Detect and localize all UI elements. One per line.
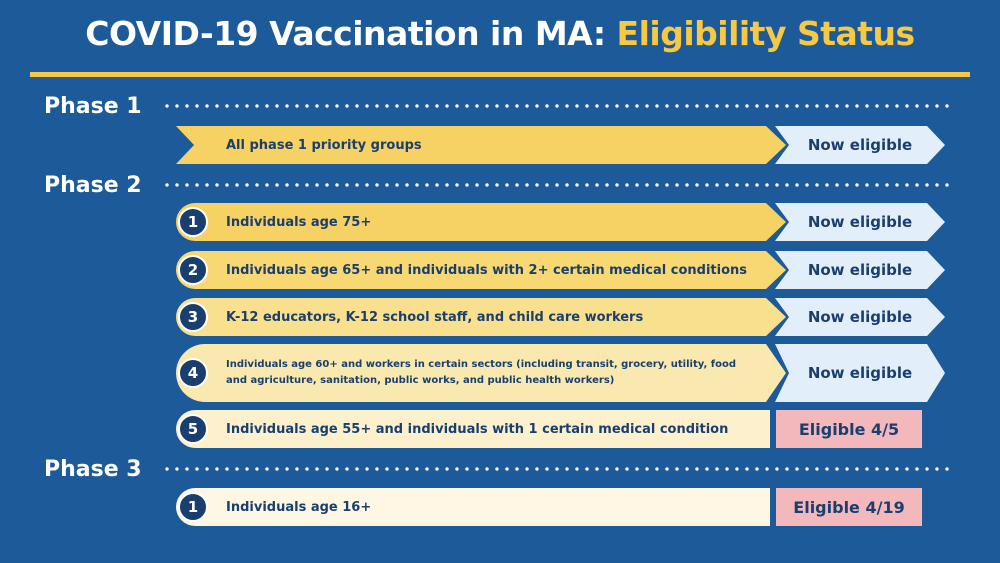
phase-2-group-3-bar: K-12 educators, K-12 school staff, and c… bbox=[176, 298, 786, 336]
phase-2-label: Phase 2 bbox=[44, 173, 142, 198]
phase-1-group-status: Now eligible bbox=[775, 126, 945, 164]
title-highlight: Eligibility Status bbox=[616, 14, 916, 53]
phase-2-group-1-bar: Individuals age 75+ bbox=[176, 203, 786, 241]
phase-2-group-4-number: 4 bbox=[178, 358, 208, 388]
phase-2-group-3-text: K-12 educators, K-12 school staff, and c… bbox=[226, 309, 644, 325]
title-main: COVID-19 Vaccination in MA: bbox=[85, 14, 617, 53]
phase-2-group-5-status: Eligible 4/5 bbox=[776, 410, 922, 448]
phase-2-group-1-status: Now eligible bbox=[775, 203, 945, 241]
phase-2-group-3-number: 3 bbox=[178, 302, 208, 332]
phase-2-divider bbox=[162, 183, 952, 187]
phase-3-group-1-status: Eligible 4/19 bbox=[776, 488, 922, 526]
phase-2-group-4-status: Now eligible bbox=[775, 344, 945, 402]
phase-3-group-1-number: 1 bbox=[178, 492, 208, 522]
phase-3-divider bbox=[162, 467, 952, 471]
phase-2-group-2-status: Now eligible bbox=[775, 251, 945, 289]
phase-1-divider bbox=[162, 104, 952, 108]
phase-2-group-5-text: Individuals age 55+ and individuals with… bbox=[226, 421, 729, 437]
title-underline bbox=[30, 72, 970, 77]
phase-2-group-2-text: Individuals age 65+ and individuals with… bbox=[226, 262, 747, 278]
phase-1-group-bar: All phase 1 priority groups bbox=[176, 126, 786, 164]
page-title: COVID-19 Vaccination in MA: Eligibility … bbox=[0, 14, 1000, 53]
phase-2-group-5-number: 5 bbox=[178, 414, 208, 444]
phase-2-group-5-bar: Individuals age 55+ and individuals with… bbox=[176, 410, 770, 448]
phase-2-group-2-number: 2 bbox=[178, 255, 208, 285]
phase-3-label: Phase 3 bbox=[44, 457, 142, 482]
phase-1-label: Phase 1 bbox=[44, 94, 142, 119]
phase-2-group-4-text: Individuals age 60+ and workers in certa… bbox=[226, 359, 736, 386]
phase-2-group-4-bar: Individuals age 60+ and workers in certa… bbox=[176, 344, 786, 402]
phase-1-group-text: All phase 1 priority groups bbox=[226, 137, 422, 153]
phase-3-group-1-bar: Individuals age 16+ bbox=[176, 488, 770, 526]
phase-2-group-3-status: Now eligible bbox=[775, 298, 945, 336]
phase-3-group-1-text: Individuals age 16+ bbox=[226, 499, 372, 515]
phase-2-group-2-bar: Individuals age 65+ and individuals with… bbox=[176, 251, 786, 289]
phase-2-group-1-text: Individuals age 75+ bbox=[226, 214, 372, 230]
phase-2-group-1-number: 1 bbox=[178, 207, 208, 237]
